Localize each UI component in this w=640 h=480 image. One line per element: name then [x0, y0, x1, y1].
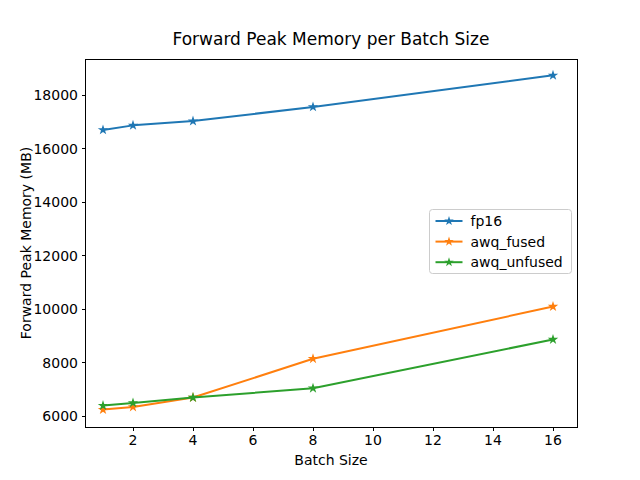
y-tick-label: 16000	[33, 141, 78, 157]
legend-label-fp16: fp16	[471, 213, 503, 229]
series-line-awq_unfused	[103, 339, 553, 405]
y-tick-label: 18000	[33, 87, 78, 103]
x-tick-label: 14	[484, 432, 502, 448]
x-tick-label: 12	[424, 432, 442, 448]
matplotlib-figure: Forward Peak Memory per Batch Size Forwa…	[0, 0, 640, 480]
marker-awq_unfused	[548, 334, 558, 344]
y-tick-label: 6000	[42, 408, 78, 424]
y-tick-label: 14000	[33, 194, 78, 210]
series-line-awq_fused	[103, 307, 553, 410]
legend: fp16 awq_fused awq_unfused	[430, 210, 572, 274]
x-tick-label: 4	[189, 432, 198, 448]
x-tick-label: 16	[544, 432, 562, 448]
y-tick-label: 8000	[42, 355, 78, 371]
legend-label-awq_fused: awq_fused	[471, 234, 546, 250]
x-tick-label: 10	[364, 432, 382, 448]
x-tick-label: 6	[249, 432, 258, 448]
y-tick-label: 10000	[33, 301, 78, 317]
x-tick-label: 8	[309, 432, 318, 448]
marker-awq_fused	[548, 301, 558, 311]
legend-label-awq_unfused: awq_unfused	[471, 254, 563, 270]
y-tick-label: 12000	[33, 248, 78, 264]
series-line-fp16	[103, 75, 553, 130]
plot-canvas: 2 4 6 8 10 12 14 16 6000 8000 10000 12000 14000 16000…	[0, 0, 640, 480]
x-tick-label: 2	[129, 432, 138, 448]
